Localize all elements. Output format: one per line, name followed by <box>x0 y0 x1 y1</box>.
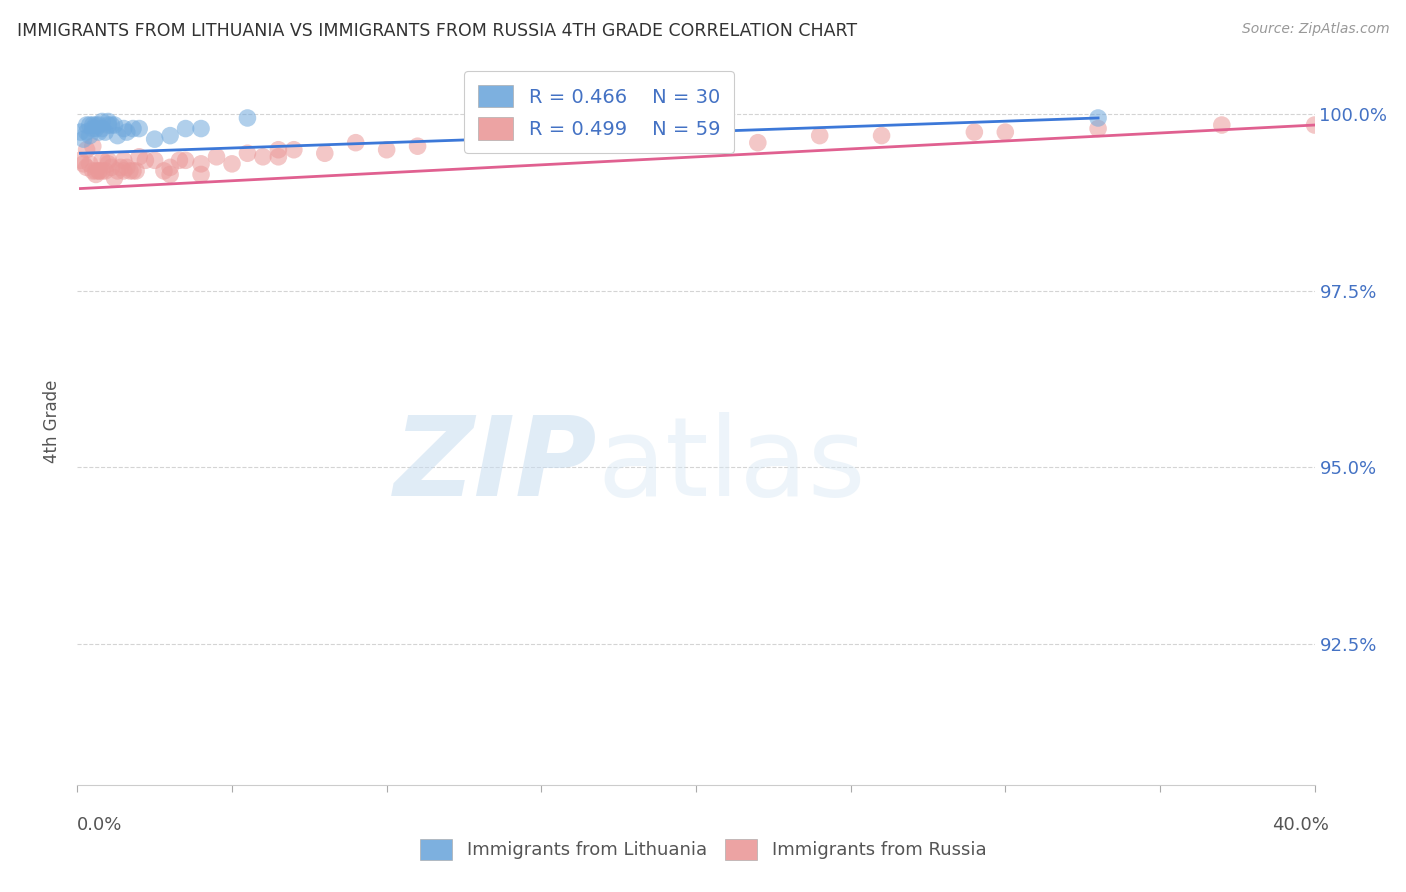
Point <box>592 136 614 150</box>
Point <box>190 157 212 171</box>
Point <box>406 139 429 153</box>
Y-axis label: 4th Grade: 4th Grade <box>44 380 62 463</box>
Text: IMMIGRANTS FROM LITHUANIA VS IMMIGRANTS FROM RUSSIA 4TH GRADE CORRELATION CHART: IMMIGRANTS FROM LITHUANIA VS IMMIGRANTS … <box>17 22 858 40</box>
Point <box>128 150 150 164</box>
Point <box>76 161 98 175</box>
Point <box>97 118 120 132</box>
Point <box>125 164 148 178</box>
Legend: Immigrants from Lithuania, Immigrants from Russia: Immigrants from Lithuania, Immigrants fr… <box>412 831 994 867</box>
Point <box>1303 118 1326 132</box>
Point <box>76 118 98 132</box>
Point <box>84 121 107 136</box>
Point <box>94 164 117 178</box>
Point <box>100 161 122 175</box>
Point <box>79 128 101 143</box>
Point <box>82 164 104 178</box>
Point <box>107 128 129 143</box>
Point <box>344 136 367 150</box>
Point <box>112 164 135 178</box>
Point <box>94 125 117 139</box>
Point <box>97 114 120 128</box>
Point <box>91 153 114 168</box>
Point <box>84 118 107 132</box>
Point <box>1087 121 1109 136</box>
Point <box>76 143 98 157</box>
Point <box>267 143 290 157</box>
Point <box>72 132 94 146</box>
Point <box>236 146 259 161</box>
Point <box>143 132 166 146</box>
Point <box>530 136 553 150</box>
Point <box>82 139 104 153</box>
Point <box>118 164 141 178</box>
Legend: R = 0.466    N = 30, R = 0.499    N = 59: R = 0.466 N = 30, R = 0.499 N = 59 <box>464 71 734 153</box>
Point <box>134 153 156 168</box>
Point <box>79 118 101 132</box>
Point <box>122 121 145 136</box>
Point <box>314 146 336 161</box>
Point <box>87 125 110 139</box>
Text: atlas: atlas <box>598 411 866 518</box>
Point <box>236 111 259 125</box>
Point <box>87 118 110 132</box>
Point <box>205 150 228 164</box>
Point <box>654 132 676 146</box>
Point <box>82 118 104 132</box>
Point <box>79 157 101 171</box>
Point <box>375 143 398 157</box>
Point <box>87 164 110 178</box>
Point <box>87 164 110 178</box>
Point <box>82 121 104 136</box>
Point <box>91 114 114 128</box>
Point <box>159 161 181 175</box>
Point <box>1087 111 1109 125</box>
Point <box>174 153 197 168</box>
Point <box>808 128 831 143</box>
Point <box>190 121 212 136</box>
Point <box>747 136 769 150</box>
Point <box>115 161 138 175</box>
Point <box>112 153 135 168</box>
Text: ZIP: ZIP <box>394 411 598 518</box>
Point <box>963 125 986 139</box>
Text: Source: ZipAtlas.com: Source: ZipAtlas.com <box>1241 22 1389 37</box>
Point <box>169 153 191 168</box>
Point <box>97 153 120 168</box>
Point <box>91 164 114 178</box>
Point <box>153 164 176 178</box>
Point <box>69 153 91 168</box>
Point <box>91 121 114 136</box>
Point <box>122 164 145 178</box>
Point <box>84 164 107 178</box>
Point <box>283 143 305 157</box>
Point <box>190 168 212 182</box>
Point <box>69 125 91 139</box>
Point <box>103 171 125 186</box>
Point <box>159 128 181 143</box>
Point <box>84 168 107 182</box>
Point <box>870 128 893 143</box>
Point <box>128 121 150 136</box>
Point <box>1211 118 1233 132</box>
Point <box>267 150 290 164</box>
Point <box>103 118 125 132</box>
Text: 40.0%: 40.0% <box>1272 816 1329 834</box>
Point <box>468 136 491 150</box>
Point <box>76 125 98 139</box>
Point <box>97 157 120 171</box>
Point <box>112 121 135 136</box>
Point <box>110 161 132 175</box>
Point <box>115 125 138 139</box>
Point <box>221 157 243 171</box>
Point <box>100 118 122 132</box>
Point <box>143 153 166 168</box>
Point <box>174 121 197 136</box>
Point <box>252 150 274 164</box>
Text: 0.0%: 0.0% <box>77 816 122 834</box>
Point <box>159 168 181 182</box>
Point <box>107 164 129 178</box>
Point <box>72 157 94 171</box>
Point <box>994 125 1017 139</box>
